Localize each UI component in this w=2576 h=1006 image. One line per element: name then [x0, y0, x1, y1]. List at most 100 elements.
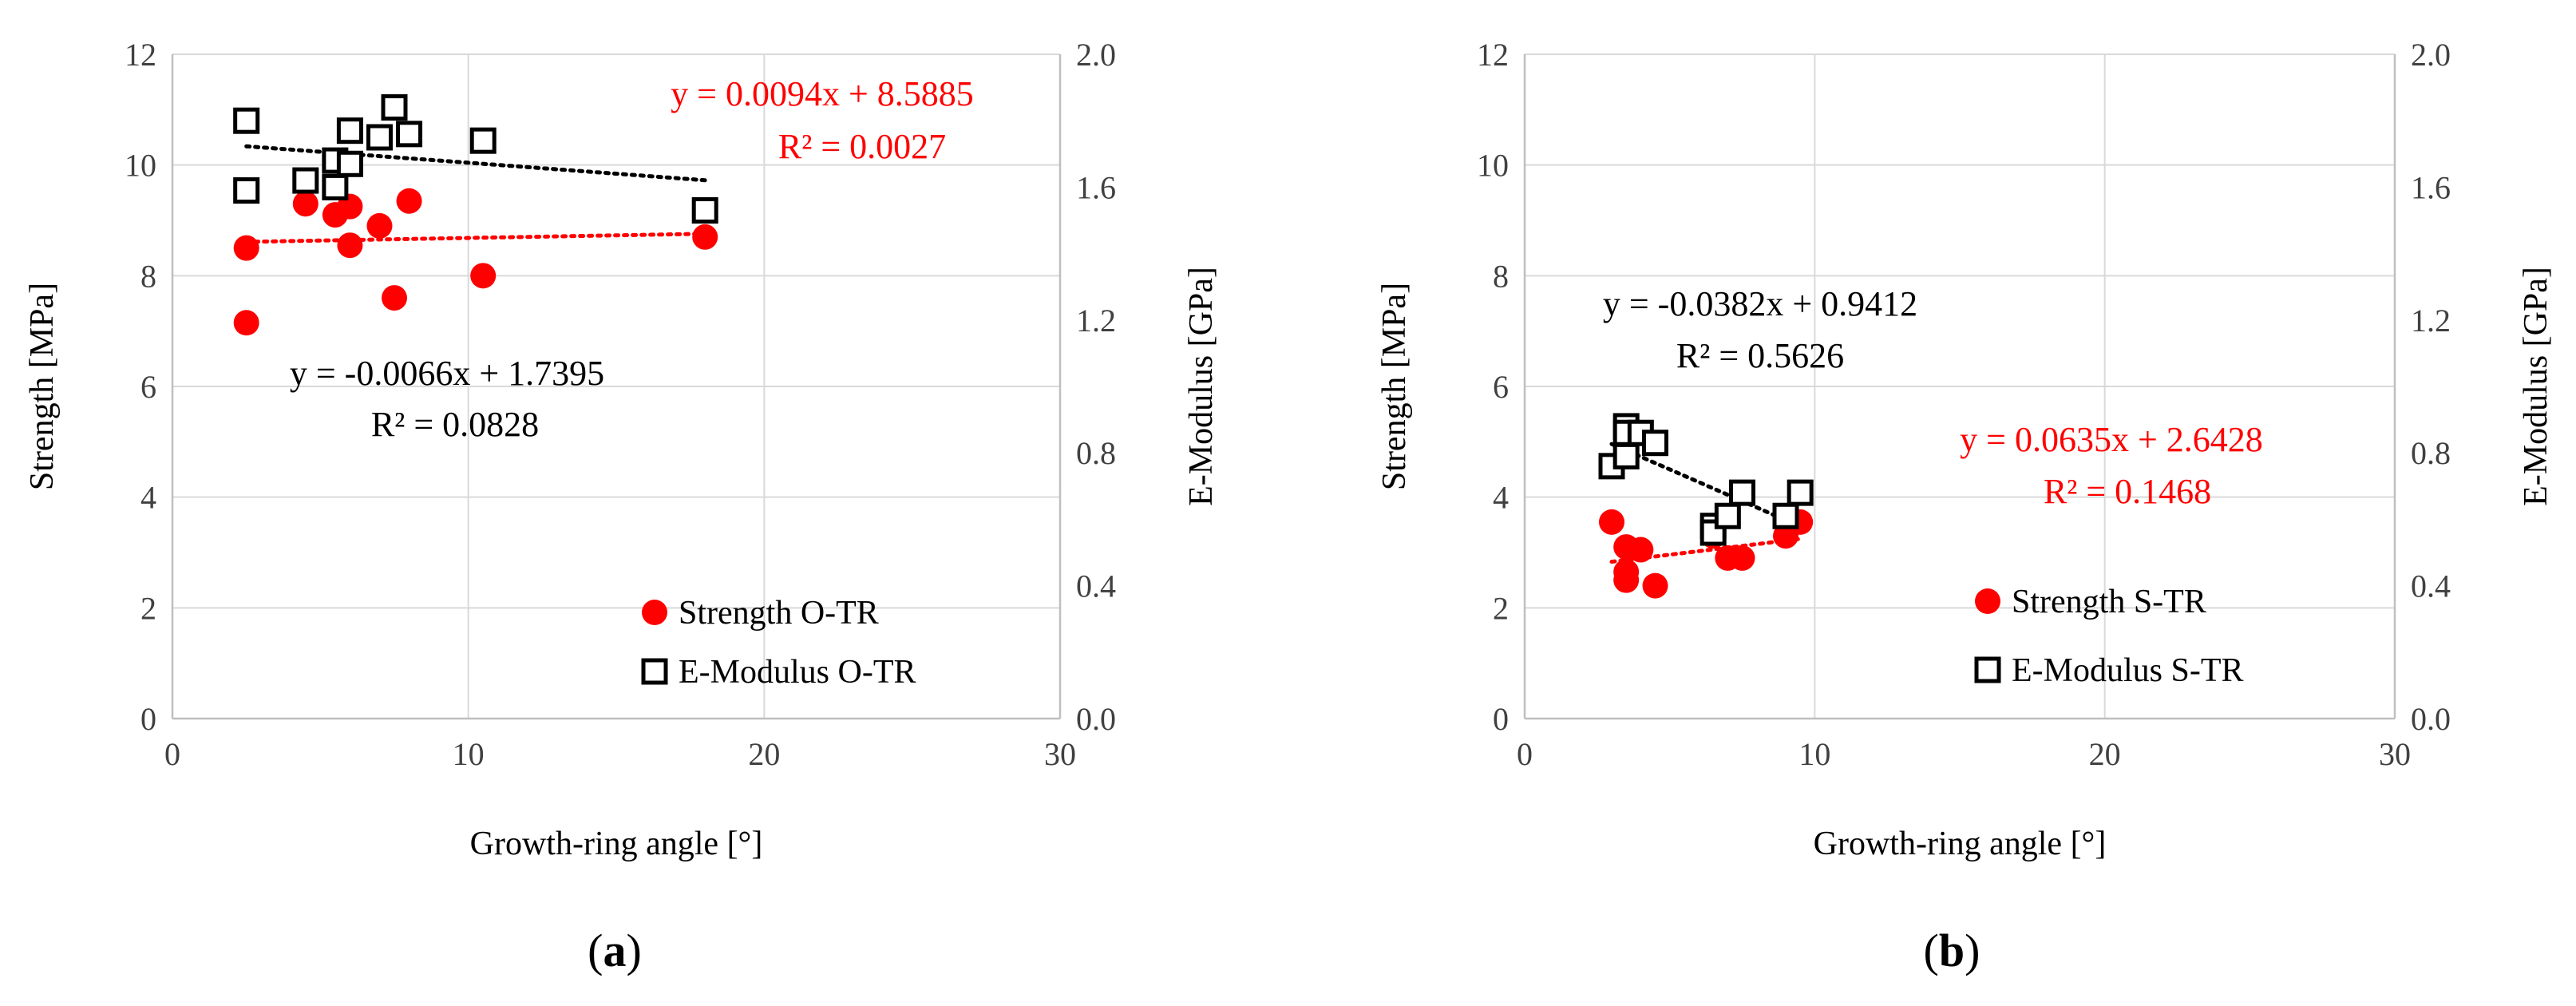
y2-tick-label: 0.4 [1076, 568, 1116, 604]
legend-marker-strength [1975, 588, 2000, 614]
legend-label-e-modulus: E-Modulus S-TR [2012, 652, 2244, 689]
trend-equation-strength: y = 0.0094x + 8.5885 [671, 74, 974, 113]
y-axis-title: Strength [MPa] [24, 283, 61, 490]
x-tick-label: 0 [164, 736, 180, 772]
trend-r2-strength: R² = 0.1468 [2044, 472, 2211, 511]
legend-marker-strength [642, 600, 667, 625]
x-tick-label: 30 [2379, 736, 2411, 772]
data-point-strength [233, 235, 259, 261]
x-tick-label: 10 [1798, 736, 1830, 772]
data-point-strength [1729, 545, 1755, 571]
x-tick-label: 20 [748, 736, 780, 772]
y-tick-label: 0 [140, 701, 156, 737]
data-point-strength [470, 263, 497, 289]
legend-label-strength: Strength S-TR [2012, 584, 2206, 620]
trend-r2-e-modulus: R² = 0.0828 [371, 405, 539, 444]
legend: Strength S-TR E-Modulus S-TR [1974, 584, 2244, 689]
data-point-strength [233, 310, 259, 336]
trend-r2-strength: R² = 0.0027 [778, 127, 946, 166]
y2-axis-title: E-Modulus [GPa] [2518, 267, 2554, 506]
data-point-e-modulus [469, 127, 497, 154]
data-point-strength [366, 212, 393, 239]
x-tick-label: 30 [1044, 736, 1076, 772]
data-point-e-modulus [292, 167, 319, 194]
data-point-e-modulus [1772, 502, 1799, 529]
data-point-strength [1642, 572, 1668, 599]
data-point-e-modulus [366, 124, 393, 151]
y-tick-label: 2 [1493, 590, 1509, 626]
legend-marker-e-modulus [641, 658, 668, 685]
data-point-strength [382, 285, 407, 311]
data-point-e-modulus [691, 197, 718, 224]
y-tick-label: 6 [140, 369, 156, 405]
data-point-e-modulus [233, 107, 260, 134]
data-point-e-modulus [1612, 442, 1640, 469]
chart-panel-b: 0 2 4 6 8 10 12 0.0 0.4 0.8 1.2 1.6 2.0 0 10 20 30 Growth… [1376, 37, 2554, 976]
data-point-e-modulus [336, 117, 363, 145]
data-point-strength [396, 188, 422, 214]
data-point-strength [292, 191, 319, 217]
legend: Strength O-TR E-Modulus O-TR [641, 595, 916, 691]
trend-r2-e-modulus: R² = 0.5626 [1676, 336, 1844, 375]
y-tick-label: 4 [140, 480, 156, 516]
x-tick-label: 0 [1517, 736, 1533, 772]
data-point-e-modulus [233, 177, 260, 204]
y2-tick-label: 0.8 [2411, 435, 2451, 471]
x-tick-label: 20 [2089, 736, 2121, 772]
y2-axis-title: E-Modulus [GPa] [1183, 267, 1220, 506]
data-point-strength [692, 224, 718, 250]
y-tick-label: 12 [125, 37, 156, 73]
data-point-e-modulus [1787, 479, 1814, 506]
y2-tick-label: 1.2 [2411, 303, 2451, 339]
panel-label-open: ( [588, 925, 603, 976]
panel-label-close: ) [627, 925, 642, 976]
panel-label-open: ( [1924, 925, 1939, 976]
y2-tick-label: 1.2 [1076, 303, 1116, 339]
y-tick-label: 4 [1493, 480, 1509, 516]
trendline-strength [244, 232, 707, 244]
panel-label-close: ) [1965, 925, 1980, 976]
trendline-strength [1609, 537, 1802, 564]
trend-equation-e-modulus: y = -0.0382x + 0.9412 [1603, 284, 1917, 323]
y2-tick-label: 0.0 [2411, 701, 2451, 737]
data-point-e-modulus [396, 121, 423, 148]
y-tick-label: 0 [1493, 701, 1509, 737]
panel-label-letter: b [1939, 925, 1965, 976]
trend-equation-e-modulus: y = -0.0066x + 1.7395 [290, 354, 604, 393]
y-axis-title: Strength [MPa] [1376, 283, 1413, 490]
trend-equation-strength: y = 0.0635x + 2.6428 [1960, 420, 2263, 459]
trendline-e-modulus [1609, 442, 1802, 529]
data-point-strength [1613, 567, 1640, 593]
x-axis-title: Growth-ring angle [°] [470, 826, 763, 862]
legend-label-e-modulus: E-Modulus O-TR [679, 654, 916, 691]
data-point-e-modulus [1729, 479, 1755, 506]
y2-tick-label: 0.4 [2411, 568, 2451, 604]
data-point-e-modulus [1714, 502, 1741, 529]
y2-tick-label: 2.0 [2411, 37, 2451, 73]
panel-label: (b) [1924, 925, 1980, 976]
y-tick-label: 10 [125, 148, 156, 184]
legend-marker-e-modulus [1974, 656, 2001, 683]
data-point-strength [1599, 509, 1624, 535]
data-point-e-modulus [336, 150, 363, 177]
y2-tick-label: 0.8 [1076, 435, 1116, 471]
y-tick-label: 8 [140, 258, 156, 294]
panel-label-letter: a [603, 925, 627, 976]
x-axis-title: Growth-ring angle [°] [1814, 826, 2107, 862]
y2-tick-label: 0.0 [1076, 701, 1116, 737]
data-point-strength [1628, 537, 1654, 563]
y-tick-label: 2 [140, 590, 156, 626]
trendline-e-modulus [244, 144, 707, 183]
data-point-strength [337, 232, 363, 259]
y-tick-label: 12 [1477, 37, 1509, 73]
data-point-e-modulus [1642, 430, 1668, 457]
y2-tick-label: 1.6 [2411, 169, 2451, 205]
panel-label: (a) [588, 925, 642, 976]
y-tick-label: 8 [1493, 258, 1509, 294]
data-point-e-modulus [322, 173, 349, 200]
y-tick-label: 6 [1493, 369, 1509, 405]
y2-tick-label: 2.0 [1076, 37, 1116, 73]
data-point-e-modulus [381, 94, 408, 121]
y-tick-label: 10 [1477, 148, 1509, 184]
